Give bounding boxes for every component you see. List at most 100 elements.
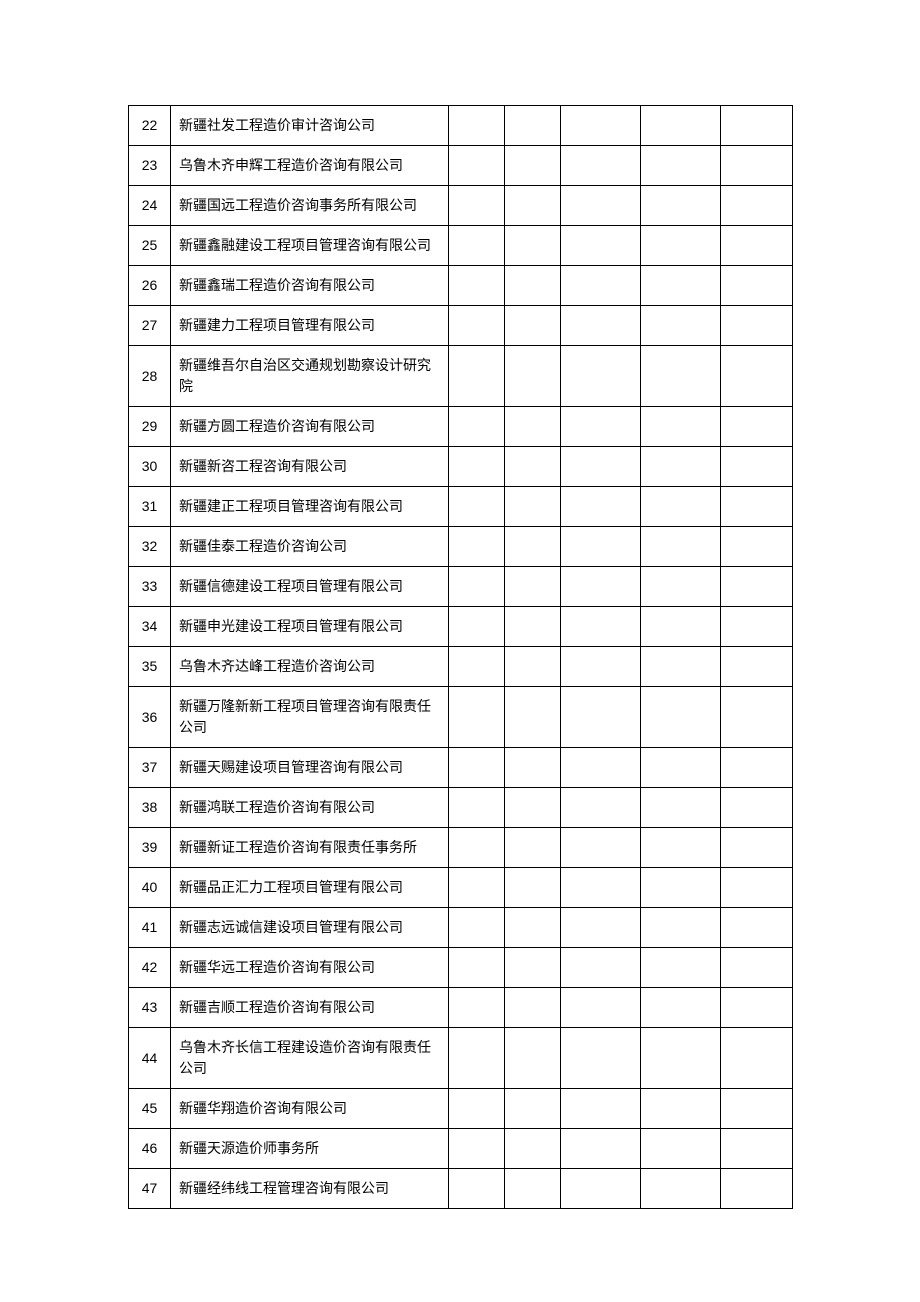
table-row: 43新疆吉顺工程造价咨询有限公司 bbox=[129, 988, 793, 1028]
empty-cell bbox=[721, 687, 793, 748]
row-number: 29 bbox=[129, 407, 171, 447]
row-number: 40 bbox=[129, 868, 171, 908]
company-name: 乌鲁木齐申辉工程造价咨询有限公司 bbox=[171, 146, 449, 186]
table-row: 36新疆万隆新新工程项目管理咨询有限责任公司 bbox=[129, 687, 793, 748]
empty-cell bbox=[721, 407, 793, 447]
table-row: 47新疆经纬线工程管理咨询有限公司 bbox=[129, 1169, 793, 1209]
empty-cell bbox=[561, 106, 641, 146]
table-row: 27新疆建力工程项目管理有限公司 bbox=[129, 306, 793, 346]
empty-cell bbox=[641, 647, 721, 687]
empty-cell bbox=[721, 1028, 793, 1089]
empty-cell bbox=[449, 447, 505, 487]
table-row: 34新疆申光建设工程项目管理有限公司 bbox=[129, 607, 793, 647]
table-row: 35乌鲁木齐达峰工程造价咨询公司 bbox=[129, 647, 793, 687]
row-number: 43 bbox=[129, 988, 171, 1028]
empty-cell bbox=[505, 346, 561, 407]
empty-cell bbox=[561, 407, 641, 447]
empty-cell bbox=[561, 748, 641, 788]
table-row: 41新疆志远诚信建设项目管理有限公司 bbox=[129, 908, 793, 948]
empty-cell bbox=[721, 828, 793, 868]
company-name: 新疆万隆新新工程项目管理咨询有限责任公司 bbox=[171, 687, 449, 748]
empty-cell bbox=[449, 106, 505, 146]
empty-cell bbox=[641, 908, 721, 948]
empty-cell bbox=[561, 527, 641, 567]
empty-cell bbox=[641, 306, 721, 346]
empty-cell bbox=[641, 487, 721, 527]
table-row: 45新疆华翔造价咨询有限公司 bbox=[129, 1089, 793, 1129]
empty-cell bbox=[641, 788, 721, 828]
company-name: 新疆吉顺工程造价咨询有限公司 bbox=[171, 988, 449, 1028]
empty-cell bbox=[449, 1169, 505, 1209]
company-name: 新疆经纬线工程管理咨询有限公司 bbox=[171, 1169, 449, 1209]
empty-cell bbox=[721, 266, 793, 306]
empty-cell bbox=[561, 647, 641, 687]
table-row: 31新疆建正工程项目管理咨询有限公司 bbox=[129, 487, 793, 527]
empty-cell bbox=[641, 988, 721, 1028]
empty-cell bbox=[641, 687, 721, 748]
empty-cell bbox=[505, 567, 561, 607]
empty-cell bbox=[641, 186, 721, 226]
empty-cell bbox=[449, 186, 505, 226]
empty-cell bbox=[449, 146, 505, 186]
empty-cell bbox=[641, 346, 721, 407]
empty-cell bbox=[505, 487, 561, 527]
empty-cell bbox=[449, 1089, 505, 1129]
empty-cell bbox=[505, 266, 561, 306]
empty-cell bbox=[449, 487, 505, 527]
empty-cell bbox=[505, 607, 561, 647]
row-number: 30 bbox=[129, 447, 171, 487]
empty-cell bbox=[505, 748, 561, 788]
company-name: 新疆华翔造价咨询有限公司 bbox=[171, 1089, 449, 1129]
empty-cell bbox=[561, 788, 641, 828]
company-name: 新疆品正汇力工程项目管理有限公司 bbox=[171, 868, 449, 908]
empty-cell bbox=[641, 948, 721, 988]
company-name: 新疆建正工程项目管理咨询有限公司 bbox=[171, 487, 449, 527]
company-name: 新疆鸿联工程造价咨询有限公司 bbox=[171, 788, 449, 828]
empty-cell bbox=[641, 1089, 721, 1129]
empty-cell bbox=[561, 988, 641, 1028]
company-name: 新疆佳泰工程造价咨询公司 bbox=[171, 527, 449, 567]
empty-cell bbox=[721, 868, 793, 908]
company-name: 新疆新咨工程咨询有限公司 bbox=[171, 447, 449, 487]
empty-cell bbox=[641, 407, 721, 447]
empty-cell bbox=[721, 788, 793, 828]
company-name: 新疆建力工程项目管理有限公司 bbox=[171, 306, 449, 346]
empty-cell bbox=[505, 447, 561, 487]
empty-cell bbox=[561, 266, 641, 306]
empty-cell bbox=[561, 447, 641, 487]
row-number: 36 bbox=[129, 687, 171, 748]
company-name: 新疆信德建设工程项目管理有限公司 bbox=[171, 567, 449, 607]
company-name: 新疆华远工程造价咨询有限公司 bbox=[171, 948, 449, 988]
row-number: 38 bbox=[129, 788, 171, 828]
table-row: 26新疆鑫瑞工程造价咨询有限公司 bbox=[129, 266, 793, 306]
empty-cell bbox=[505, 1028, 561, 1089]
row-number: 35 bbox=[129, 647, 171, 687]
empty-cell bbox=[721, 106, 793, 146]
empty-cell bbox=[641, 567, 721, 607]
empty-cell bbox=[641, 868, 721, 908]
empty-cell bbox=[449, 407, 505, 447]
empty-cell bbox=[721, 226, 793, 266]
row-number: 39 bbox=[129, 828, 171, 868]
empty-cell bbox=[641, 527, 721, 567]
empty-cell bbox=[449, 306, 505, 346]
table-row: 46新疆天源造价师事务所 bbox=[129, 1129, 793, 1169]
empty-cell bbox=[721, 988, 793, 1028]
table-row: 28新疆维吾尔自治区交通规划勘察设计研究院 bbox=[129, 346, 793, 407]
empty-cell bbox=[641, 226, 721, 266]
table-row: 25新疆鑫融建设工程项目管理咨询有限公司 bbox=[129, 226, 793, 266]
empty-cell bbox=[721, 346, 793, 407]
empty-cell bbox=[449, 948, 505, 988]
empty-cell bbox=[449, 1129, 505, 1169]
empty-cell bbox=[561, 908, 641, 948]
company-name: 新疆维吾尔自治区交通规划勘察设计研究院 bbox=[171, 346, 449, 407]
table-row: 40新疆品正汇力工程项目管理有限公司 bbox=[129, 868, 793, 908]
table-row: 23乌鲁木齐申辉工程造价咨询有限公司 bbox=[129, 146, 793, 186]
row-number: 25 bbox=[129, 226, 171, 266]
empty-cell bbox=[561, 226, 641, 266]
row-number: 33 bbox=[129, 567, 171, 607]
company-name: 乌鲁木齐长信工程建设造价咨询有限责任公司 bbox=[171, 1028, 449, 1089]
row-number: 26 bbox=[129, 266, 171, 306]
empty-cell bbox=[449, 527, 505, 567]
company-table: 22新疆社发工程造价审计咨询公司23乌鲁木齐申辉工程造价咨询有限公司24新疆国远… bbox=[128, 105, 793, 1209]
